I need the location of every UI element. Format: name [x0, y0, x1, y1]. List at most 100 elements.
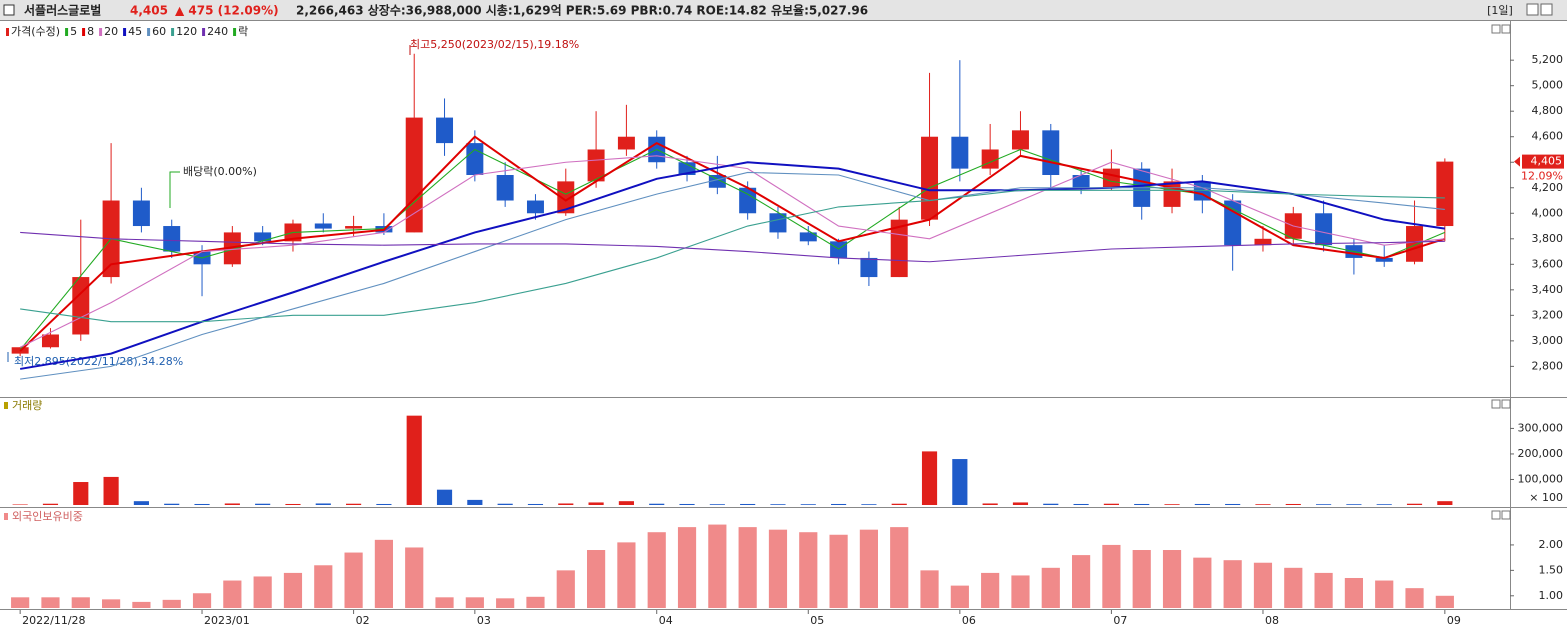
volume-bar	[285, 503, 301, 505]
ratio-bar	[102, 599, 121, 608]
ratio-bar	[192, 593, 212, 608]
ratio-bar	[405, 547, 424, 608]
y-tick-label: 3,200	[1532, 308, 1564, 321]
moving-average	[20, 189, 1445, 323]
y-tick-label: 3,000	[1532, 334, 1564, 347]
period-button[interactable]: [1일]	[1487, 3, 1513, 17]
candle-body	[860, 257, 878, 278]
window-icon[interactable]	[3, 4, 15, 16]
candle-body	[1102, 168, 1120, 188]
candle-body	[254, 232, 272, 242]
ratio-bar	[253, 576, 272, 608]
volume-bar	[709, 504, 725, 505]
ratio-bar	[526, 596, 545, 608]
ratio-bar	[1375, 580, 1394, 608]
close-button[interactable]	[1540, 3, 1553, 16]
legend-swatch	[82, 28, 86, 36]
volume-bar	[1103, 503, 1119, 505]
stock-name: 서플러스글로벌	[24, 3, 101, 18]
ratio-bar	[799, 532, 818, 608]
y-tick-label: 4,000	[1532, 206, 1564, 219]
candle-body	[587, 149, 605, 182]
panel-button[interactable]	[1491, 510, 1501, 520]
panel-button[interactable]	[1501, 24, 1511, 34]
y-tick-label: 2.00	[1539, 538, 1564, 551]
moving-average	[20, 231, 1445, 263]
volume-bar	[255, 503, 271, 505]
legend-label: 락	[238, 25, 248, 38]
candle-body	[1163, 181, 1181, 207]
legend-swatch	[171, 28, 175, 36]
panel-button[interactable]	[1501, 399, 1511, 409]
y-tick-label: 100,000	[1518, 472, 1564, 485]
ratio-bar	[859, 529, 878, 608]
volume-bar	[436, 489, 453, 505]
y-tick-label: 300,000	[1518, 421, 1564, 434]
legend: 가격(수정) 5 8 20 45 60 120 240 락	[6, 25, 248, 38]
candle-body	[557, 181, 575, 214]
candle-body	[1072, 175, 1090, 188]
y-tick-label: 2,800	[1532, 359, 1564, 372]
panel-button[interactable]	[1491, 24, 1501, 34]
x-tick-label: 09	[1447, 614, 1461, 627]
candle-body	[345, 226, 363, 229]
ratio-bar	[132, 601, 151, 608]
volume-bar	[952, 459, 968, 505]
candle-body	[72, 277, 90, 335]
volume-bar	[1406, 503, 1423, 505]
candle-body	[1406, 226, 1424, 262]
volume-bar	[467, 499, 483, 505]
restore-button[interactable]	[1526, 3, 1539, 16]
volume-unit: × 100	[1529, 491, 1563, 504]
candle-body	[526, 200, 544, 214]
volume-bar	[649, 503, 665, 505]
volume-bar	[406, 415, 422, 505]
ratio-bar	[223, 580, 242, 608]
ratio-bar	[1223, 560, 1242, 608]
candle-body	[496, 175, 514, 201]
candle-body	[41, 334, 59, 348]
y-tick-label: 4,600	[1532, 130, 1564, 143]
volume-bar	[831, 503, 847, 505]
volume-bar	[224, 503, 240, 505]
volume-bar	[1316, 504, 1332, 505]
ratio-bar	[314, 565, 333, 608]
volume-bar	[1437, 501, 1453, 505]
candle-body	[1436, 161, 1454, 227]
x-tick-label: 07	[1113, 614, 1127, 627]
volume-bar	[103, 476, 119, 505]
volume-bar	[164, 503, 180, 505]
volume-bar	[982, 503, 998, 505]
legend-label: 240	[207, 25, 228, 38]
legend-label: 8	[87, 25, 94, 38]
legend-label: 45	[128, 25, 142, 38]
ratio-bar	[496, 598, 515, 608]
volume-bar	[770, 504, 786, 505]
ratio-bar	[738, 527, 757, 608]
panel-button[interactable]	[1501, 510, 1511, 520]
panel-button[interactable]	[1491, 399, 1501, 409]
ratio-bar	[162, 599, 181, 608]
candle-body	[1315, 213, 1333, 246]
last-price-box	[1522, 154, 1564, 169]
volume-bar	[1012, 502, 1029, 505]
volume-bar	[1225, 503, 1241, 505]
candle-body	[132, 200, 150, 227]
candle-body	[981, 149, 999, 169]
ratio-bar	[71, 597, 90, 608]
candle-body	[1375, 257, 1393, 262]
ratio-bar	[435, 597, 454, 608]
stock-price: 4,405	[130, 4, 168, 18]
stock-change: ▲ 475 (12.09%)	[175, 4, 279, 18]
candle-body	[617, 136, 635, 150]
ratio-bar	[1435, 595, 1454, 608]
dividend-line	[169, 171, 180, 208]
volume-bar	[12, 504, 28, 505]
legend-swatch	[202, 28, 206, 36]
volume-bar	[740, 503, 756, 505]
volume-bar	[1134, 503, 1150, 505]
candle-body	[1042, 130, 1060, 175]
ratio-bar	[1253, 562, 1273, 608]
ratio-bar	[587, 550, 606, 608]
x-tick-label: 02	[356, 614, 370, 627]
